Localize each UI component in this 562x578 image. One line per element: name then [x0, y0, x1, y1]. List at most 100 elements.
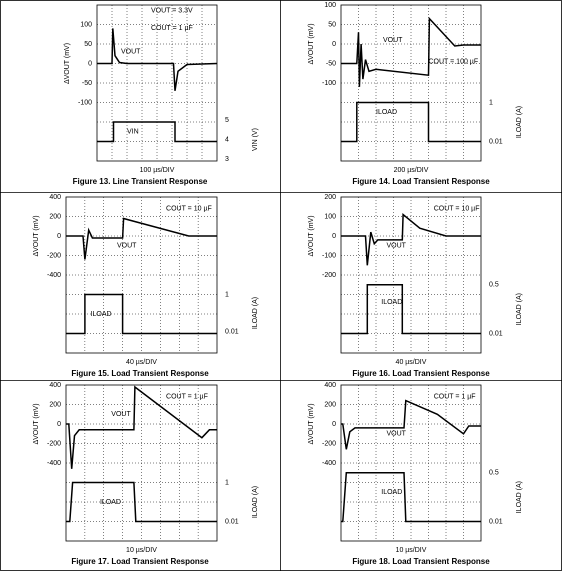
figure-caption: Figure 16. Load Transient Response [352, 369, 490, 378]
waveform [66, 217, 217, 260]
annotation: VIN [127, 129, 139, 136]
y-tick-label: 100 [324, 2, 336, 9]
waveform [341, 472, 481, 523]
annotation: COUT = 10 µF [434, 206, 480, 213]
annotation: COUT = 1 µF [434, 394, 476, 401]
waveform [341, 213, 481, 266]
y-tick-label: 0 [57, 233, 61, 240]
y-tick-label: 50 [328, 21, 336, 28]
waveform [66, 385, 217, 469]
y-tick-label: -200 [322, 272, 336, 279]
y-tick-label: 400 [49, 194, 61, 201]
y-axis-label: ΔVOUT (mV) [33, 215, 40, 256]
y-tick-label: 200 [324, 401, 336, 408]
figure: 100 50 0 -50 -100 5 4 3 ΔVOUT (mV) VIN (V) VOUT = … [64, 4, 259, 186]
annotation: VOUT [387, 243, 407, 250]
y-tick-label: -100 [322, 252, 336, 259]
waveform [66, 481, 217, 523]
y-tick-label: 200 [49, 213, 61, 220]
figure: 400 200 0 -200 -400 1 0.01 ΔVOUT (mV) ILOAD (A) C… [33, 194, 259, 378]
annotation: ILOAD [381, 489, 402, 496]
time-scale: 40 µs/DIV [126, 359, 157, 366]
y-tick-label: 100 [80, 21, 92, 28]
figure: 400 200 0 -200 -400 0.5 0.01 ΔVOUT (mV) ILOAD (A… [308, 382, 523, 566]
y-tick-label: 0 [57, 421, 61, 428]
time-scale: 100 µs/DIV [140, 167, 175, 174]
y2-tick-label: 4 [225, 136, 229, 143]
y2-tick-label: 1 [225, 291, 229, 298]
y2-tick-label: 1 [225, 479, 229, 486]
figure-caption: Figure 18. Load Transient Response [352, 557, 490, 566]
y-tick-label: 50 [84, 41, 92, 48]
y-tick-label: -100 [322, 80, 336, 87]
y-axis-label: ΔVOUT (mV) [308, 23, 315, 64]
y2-tick-label: 0.01 [489, 330, 503, 337]
figure-caption: Figure 13. Line Transient Response [73, 177, 208, 186]
y-tick-label: 200 [324, 194, 336, 201]
y2-tick-label: 0.01 [225, 328, 239, 335]
waveform [341, 284, 481, 335]
figure-caption: Figure 14. Load Transient Response [352, 177, 490, 186]
annotation: COUT = 1 µF [166, 394, 208, 401]
plot-frame [340, 4, 482, 162]
y2-axis-label: ILOAD (A) [252, 486, 259, 518]
y2-axis-label: ILOAD (A) [252, 297, 259, 329]
y-tick-label: -400 [322, 460, 336, 467]
annotation: ILOAD [376, 109, 397, 116]
annotation: ILOAD [100, 499, 121, 506]
figure-caption: Figure 17. Load Transient Response [71, 557, 209, 566]
annotation: COUT = 1 µF [151, 25, 193, 32]
y2-tick-label: 0.5 [489, 282, 499, 289]
plot-frame [65, 384, 218, 542]
y-tick-label: -50 [326, 60, 336, 67]
plot-frame [96, 4, 218, 162]
annotation: VOUT = 3.3V [151, 8, 193, 15]
y-tick-label: -200 [322, 440, 336, 447]
time-scale: 40 µs/DIV [396, 359, 427, 366]
y2-tick-label: 0.01 [489, 138, 503, 145]
y-tick-label: -400 [47, 272, 61, 279]
y-tick-label: -200 [47, 440, 61, 447]
y2-tick-label: 0.5 [489, 470, 499, 477]
y-axis-label: ΔVOUT (mV) [308, 403, 315, 444]
plot-frame [65, 196, 218, 354]
waveform [97, 28, 218, 91]
y-axis-label: ΔVOUT (mV) [33, 403, 40, 444]
y2-tick-label: 1 [489, 99, 493, 106]
figure: 100 50 0 -50 -100 1 0.01 ΔVOUT (mV) ILOAD (A) VOU… [308, 2, 523, 186]
y-tick-label: -400 [47, 460, 61, 467]
y2-tick-label: 0.01 [225, 518, 239, 525]
figure-caption: Figure 15. Load Transient Response [71, 369, 209, 378]
annotation: VOUT [387, 431, 407, 438]
y-tick-label: 400 [49, 382, 61, 389]
annotation: VOUT [117, 243, 137, 250]
annotation: ILOAD [91, 311, 112, 318]
y2-axis-label: VIN (V) [252, 128, 259, 151]
annotation: COUT = 10 µF [166, 206, 212, 213]
figure: 200 100 0 -100 -200 0.5 0.01 ΔVOUT (mV) ILOAD (A… [308, 194, 523, 378]
plot-frame [340, 384, 482, 542]
figure: 400 200 0 -200 -400 1 0.01 ΔVOUT (mV) ILOAD (A) C… [33, 382, 259, 566]
y-tick-label: -200 [47, 252, 61, 259]
y-tick-label: 200 [49, 401, 61, 408]
y-tick-label: 0 [332, 41, 336, 48]
y2-tick-label: 3 [225, 156, 229, 163]
y-tick-label: 0 [332, 233, 336, 240]
y-tick-label: 400 [324, 382, 336, 389]
annotation: VOUT [121, 49, 141, 56]
y-tick-label: 0 [332, 421, 336, 428]
y-tick-label: -100 [78, 99, 92, 106]
time-scale: 10 µs/DIV [396, 547, 427, 554]
waveform [341, 101, 481, 143]
annotation: VOUT [383, 37, 403, 44]
y2-tick-label: 5 [225, 117, 229, 124]
y-tick-label: 0 [88, 60, 92, 67]
annotation: VOUT [111, 411, 131, 418]
plot-frame [340, 196, 482, 354]
y2-axis-label: ILOAD (A) [516, 293, 523, 325]
time-scale: 200 µs/DIV [394, 167, 429, 174]
waveform [341, 16, 481, 87]
y2-axis-label: ILOAD (A) [516, 481, 523, 513]
y-tick-label: 100 [324, 213, 336, 220]
